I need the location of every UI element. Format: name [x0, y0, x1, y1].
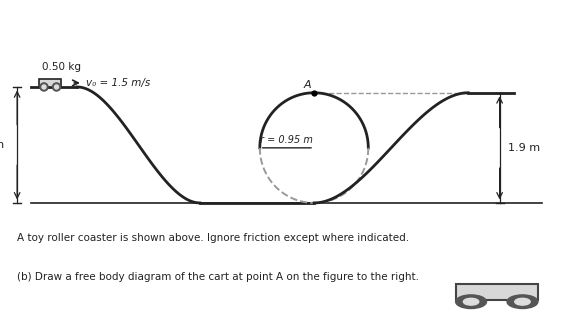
Circle shape	[515, 298, 530, 305]
Circle shape	[456, 295, 486, 308]
Text: (b) Draw a free body diagram of the cart at point A on the figure to the right.: (b) Draw a free body diagram of the cart…	[17, 272, 419, 282]
Circle shape	[53, 83, 61, 91]
Text: A toy roller coaster is shown above. Ignore friction except where indicated.: A toy roller coaster is shown above. Ign…	[17, 233, 409, 243]
Text: 0.50 kg: 0.50 kg	[42, 62, 81, 72]
Text: A: A	[303, 80, 311, 89]
Circle shape	[464, 298, 478, 305]
Circle shape	[507, 295, 538, 308]
Bar	[456, 284, 538, 300]
Circle shape	[55, 85, 59, 89]
Circle shape	[40, 83, 48, 91]
Text: v₀ = 1.5 m/s: v₀ = 1.5 m/s	[86, 78, 150, 88]
Bar	[39, 79, 61, 87]
Text: 2.0 m: 2.0 m	[0, 140, 5, 150]
Circle shape	[42, 85, 46, 89]
Text: r = 0.95 m: r = 0.95 m	[260, 135, 313, 145]
Text: 1.9 m: 1.9 m	[508, 143, 540, 153]
